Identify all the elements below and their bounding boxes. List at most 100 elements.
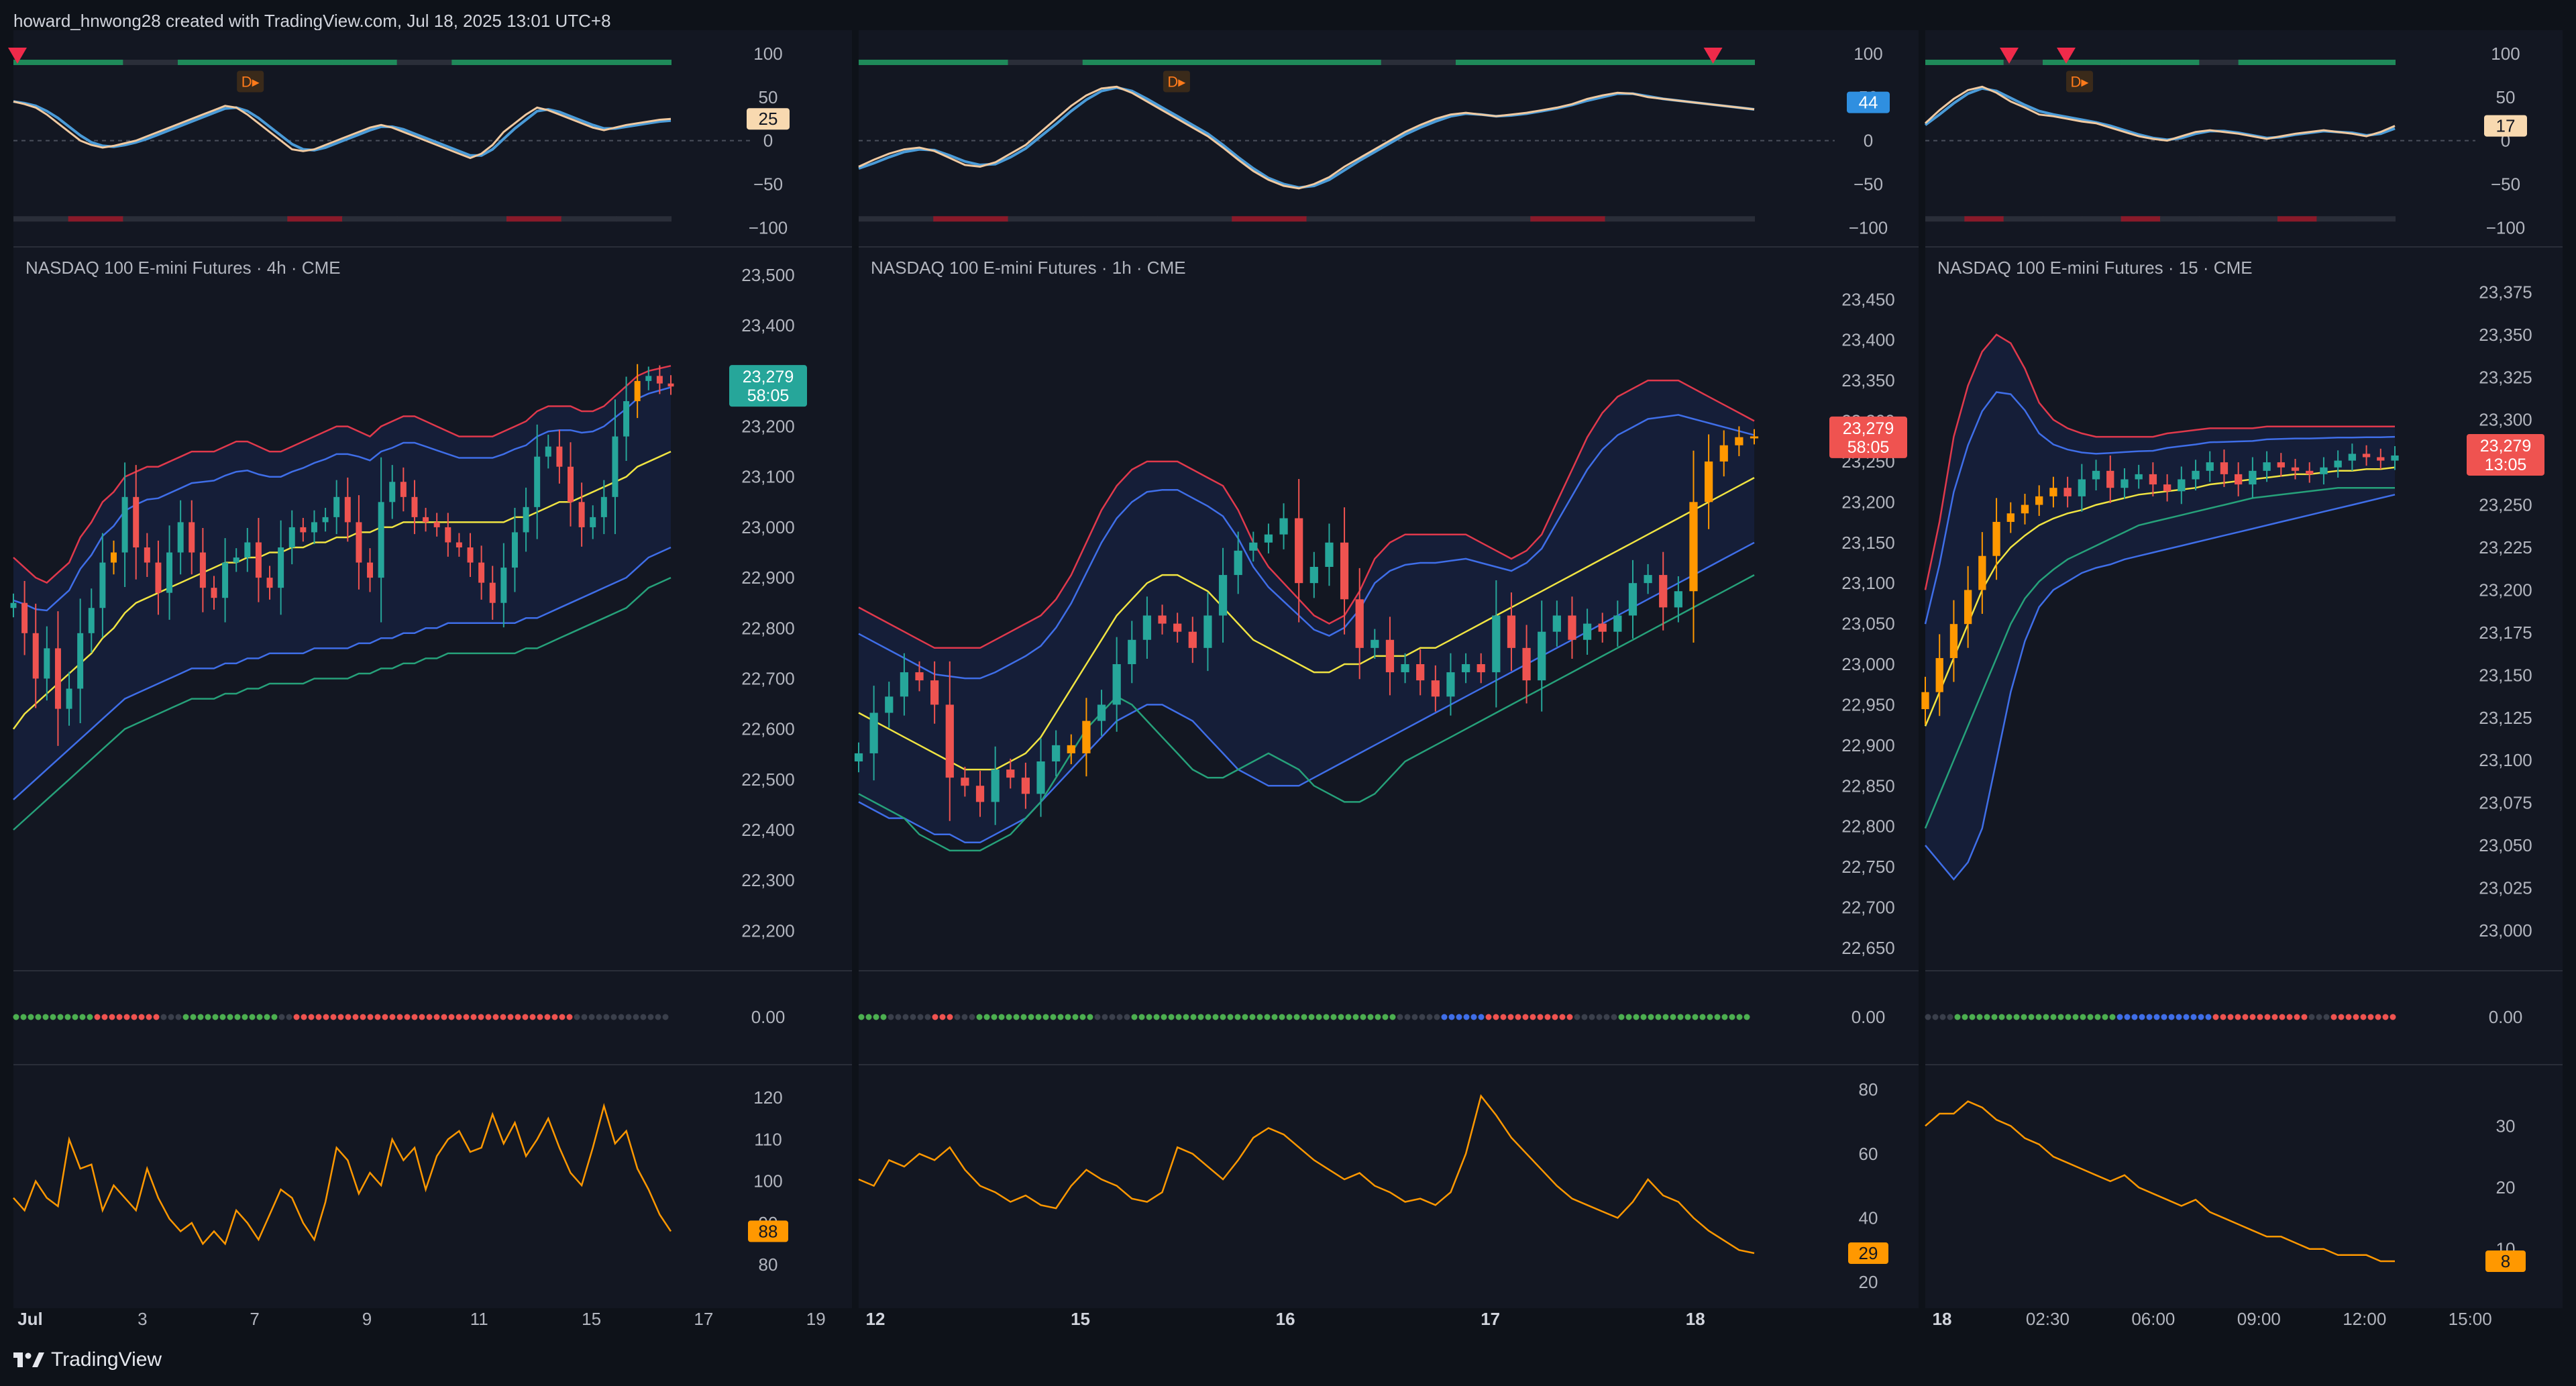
indicator-tick-label: 20 bbox=[1859, 1272, 1878, 1292]
indicator-value-badge bbox=[748, 1220, 788, 1242]
squeeze-dot bbox=[873, 1014, 879, 1020]
squeeze-dot bbox=[470, 1014, 477, 1020]
oscillator-bottom-band-segment bbox=[13, 216, 69, 222]
squeeze-dot bbox=[1522, 1014, 1529, 1020]
header-bar: howard_hnwong28 created with TradingView… bbox=[0, 0, 2576, 38]
squeeze-dot bbox=[190, 1014, 197, 1020]
candle-body bbox=[2021, 504, 2029, 514]
chart-title: NASDAQ 100 E-mini Futures · 15 · CME bbox=[1937, 258, 2253, 278]
squeeze-dot bbox=[1264, 1014, 1271, 1020]
squeeze-dot bbox=[633, 1014, 639, 1020]
oscillator-top-band-segment bbox=[123, 59, 178, 65]
time-tick-label: 11 bbox=[470, 1309, 488, 1329]
candle-body bbox=[1552, 615, 1561, 632]
oscillator-top-band-segment bbox=[2082, 59, 2122, 65]
keltner-upper-line bbox=[1924, 391, 2396, 625]
squeeze-dot bbox=[1242, 1014, 1248, 1020]
squeeze-dot bbox=[2279, 1014, 2286, 1020]
squeeze-dot bbox=[2264, 1014, 2271, 1020]
indicator-tick-label: 110 bbox=[754, 1129, 782, 1149]
squeeze-dot bbox=[1998, 1014, 2005, 1020]
bollinger-lower-line bbox=[13, 546, 672, 800]
last-price-value: 23,279 bbox=[2480, 437, 2531, 456]
squeeze-dot bbox=[1065, 1014, 1071, 1020]
oscillator-top-band-segment bbox=[2003, 59, 2043, 65]
time-tick-label: Jul bbox=[17, 1309, 43, 1329]
candle-body bbox=[1935, 657, 1943, 692]
indicator-tick-label: 80 bbox=[759, 1255, 778, 1275]
price-tick-label: 23,100 bbox=[2479, 750, 2532, 770]
indicator-tick-label: 30 bbox=[2496, 1116, 2516, 1136]
squeeze-dot bbox=[551, 1014, 558, 1020]
candle-body bbox=[2320, 467, 2328, 474]
indicator-value-text: 29 bbox=[1859, 1243, 1878, 1263]
time-axis: 12 15 16 17 18 bbox=[866, 1309, 1705, 1329]
squeeze-dot bbox=[1212, 1014, 1219, 1020]
squeeze-dot bbox=[160, 1014, 167, 1020]
oscillator-top-band-segment bbox=[1232, 59, 1307, 65]
wt2-line bbox=[13, 100, 672, 157]
squeeze-dot bbox=[1559, 1014, 1566, 1020]
squeeze-dot bbox=[2146, 1014, 2153, 1020]
squeeze-dot bbox=[1079, 1014, 1086, 1020]
squeeze-dot bbox=[1197, 1014, 1204, 1020]
candle-body bbox=[1036, 761, 1045, 794]
squeeze-dot bbox=[1537, 1014, 1544, 1020]
tradingview-logo[interactable]: TradingView bbox=[13, 1348, 162, 1371]
squeeze-dot bbox=[610, 1014, 617, 1020]
squeeze-dot bbox=[1308, 1014, 1315, 1020]
candle-body bbox=[1234, 550, 1242, 576]
squeeze-dot bbox=[1190, 1014, 1197, 1020]
squeeze-dot bbox=[1227, 1014, 1234, 1020]
squeeze-dot bbox=[1146, 1014, 1152, 1020]
squeeze-dot bbox=[212, 1014, 219, 1020]
candle-body bbox=[2291, 467, 2300, 471]
candle-body bbox=[1719, 445, 1728, 462]
price-tick-label: 22,400 bbox=[741, 820, 795, 840]
candle-body bbox=[367, 562, 374, 578]
squeeze-dot bbox=[234, 1014, 241, 1020]
squeeze-dot bbox=[559, 1014, 566, 1020]
squeeze-dot bbox=[1161, 1014, 1167, 1020]
oscillator-top-band-segment bbox=[1530, 59, 1606, 65]
candle-body bbox=[2035, 496, 2043, 505]
squeeze-dot bbox=[2198, 1014, 2204, 1020]
squeeze-dot bbox=[426, 1014, 433, 1020]
candle-body bbox=[1203, 615, 1212, 648]
squeeze-dot bbox=[1721, 1014, 1728, 1020]
squeeze-dot bbox=[94, 1014, 101, 1020]
oscillator-top-band-segment bbox=[342, 59, 398, 65]
oscillator-bottom-band-segment bbox=[2199, 216, 2239, 222]
time-tick-label: 09:00 bbox=[2237, 1309, 2281, 1329]
oscillator-tick-label: 50 bbox=[2496, 87, 2516, 107]
oscillator-bottom-band-segment bbox=[1964, 216, 2004, 222]
divergence-marker-label: D▸ bbox=[2071, 73, 2089, 90]
candle-body bbox=[77, 633, 84, 689]
squeeze-dot bbox=[1655, 1014, 1662, 1020]
candle-body bbox=[1964, 590, 1972, 625]
squeeze-dot bbox=[1692, 1014, 1699, 1020]
squeeze-dot bbox=[433, 1014, 440, 1020]
candle-body bbox=[1705, 461, 1713, 502]
candle-body bbox=[1173, 623, 1182, 632]
oscillator-tick-label: −50 bbox=[1854, 174, 1883, 194]
candle-body bbox=[2121, 479, 2129, 488]
squeeze-dot bbox=[1736, 1014, 1743, 1020]
price-tick-label: 23,000 bbox=[2479, 920, 2532, 941]
squeeze-dot bbox=[1013, 1014, 1020, 1020]
squeeze-dot bbox=[2072, 1014, 2079, 1020]
candle-body bbox=[975, 786, 985, 802]
indicator-line bbox=[13, 1102, 672, 1246]
footer-bar: TradingView bbox=[0, 1339, 2576, 1386]
squeeze-dot bbox=[2227, 1014, 2234, 1020]
squeeze-dot bbox=[998, 1014, 1005, 1020]
squeeze-dot bbox=[1485, 1014, 1492, 1020]
price-tick-label: 22,600 bbox=[741, 719, 795, 739]
squeeze-dot bbox=[596, 1014, 602, 1020]
candle-body bbox=[166, 552, 173, 593]
price-tick-label: 22,300 bbox=[741, 870, 795, 890]
squeeze-dot bbox=[256, 1014, 263, 1020]
squeeze-dot bbox=[485, 1014, 492, 1020]
candle-body bbox=[1295, 518, 1303, 584]
